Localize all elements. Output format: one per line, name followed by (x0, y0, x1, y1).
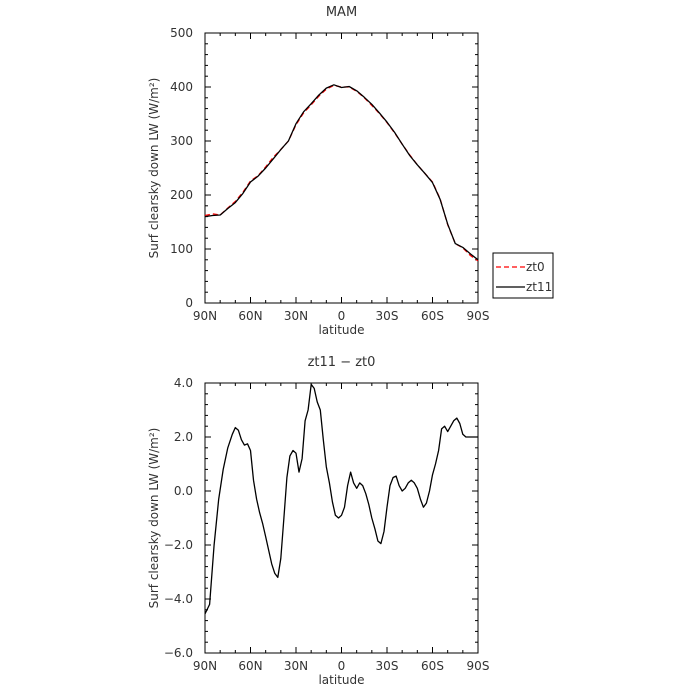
x-tick-label: 30N (284, 659, 308, 673)
chart-title: MAM (326, 5, 357, 20)
y-tick-label: −6.0 (164, 646, 193, 660)
x-tick-label: 0 (338, 659, 346, 673)
y-tick-label: 400 (170, 80, 193, 94)
y-axis-label: Surf clearsky down LW (W/m²) (147, 78, 161, 259)
x-tick-label: 60N (238, 309, 262, 323)
y-tick-label: 2.0 (174, 430, 193, 444)
x-axis-label: latitude (318, 673, 364, 687)
y-tick-label: 0 (185, 296, 193, 310)
x-tick-label: 30S (376, 309, 399, 323)
plot-frame (204, 382, 479, 654)
plot-frame (204, 32, 479, 304)
x-tick-label: 90S (467, 659, 490, 673)
x-tick-label: 90N (193, 659, 217, 673)
x-tick-label: 30S (376, 659, 399, 673)
x-tick-label: 30N (284, 309, 308, 323)
y-tick-label: 500 (170, 26, 193, 40)
legend: zt0 zt11 (492, 252, 554, 299)
x-tick-label: 90N (193, 309, 217, 323)
chart-top: 90N 60N 30N 0 30S 60S 90S 0 100 200 300 400 500 MAM la… (147, 5, 489, 337)
x-tick-label: 60S (421, 309, 444, 323)
chart-title: zt11 − zt0 (308, 355, 376, 370)
y-axis-label: Surf clearsky down LW (W/m²) (147, 428, 161, 609)
y-tick-label: 4.0 (174, 376, 193, 390)
legend-box (492, 252, 554, 299)
x-tick-label: 60S (421, 659, 444, 673)
x-tick-label: 60N (238, 659, 262, 673)
y-tick-label: 200 (170, 188, 193, 202)
x-tick-label: 0 (338, 309, 346, 323)
y-tick-label: 0.0 (174, 484, 193, 498)
legend-label-zt11: zt11 (526, 280, 552, 294)
x-axis-label: latitude (318, 323, 364, 337)
y-tick-label: −2.0 (164, 538, 193, 552)
series-line-zt0 (204, 84, 479, 262)
y-tick-label: 100 (170, 242, 193, 256)
series-line-zt11-zt0 (204, 383, 478, 615)
y-tick-label: −4.0 (164, 592, 193, 606)
x-tick-label: 90S (467, 309, 490, 323)
chart-bottom: 90N 60N 30N 0 30S 60S 90S −6.0 −4.0 −2.0 0.0 2.0 4.0… (147, 355, 489, 687)
legend-label-zt0: zt0 (526, 260, 545, 274)
series-line-zt11 (204, 84, 479, 261)
y-tick-label: 300 (170, 134, 193, 148)
